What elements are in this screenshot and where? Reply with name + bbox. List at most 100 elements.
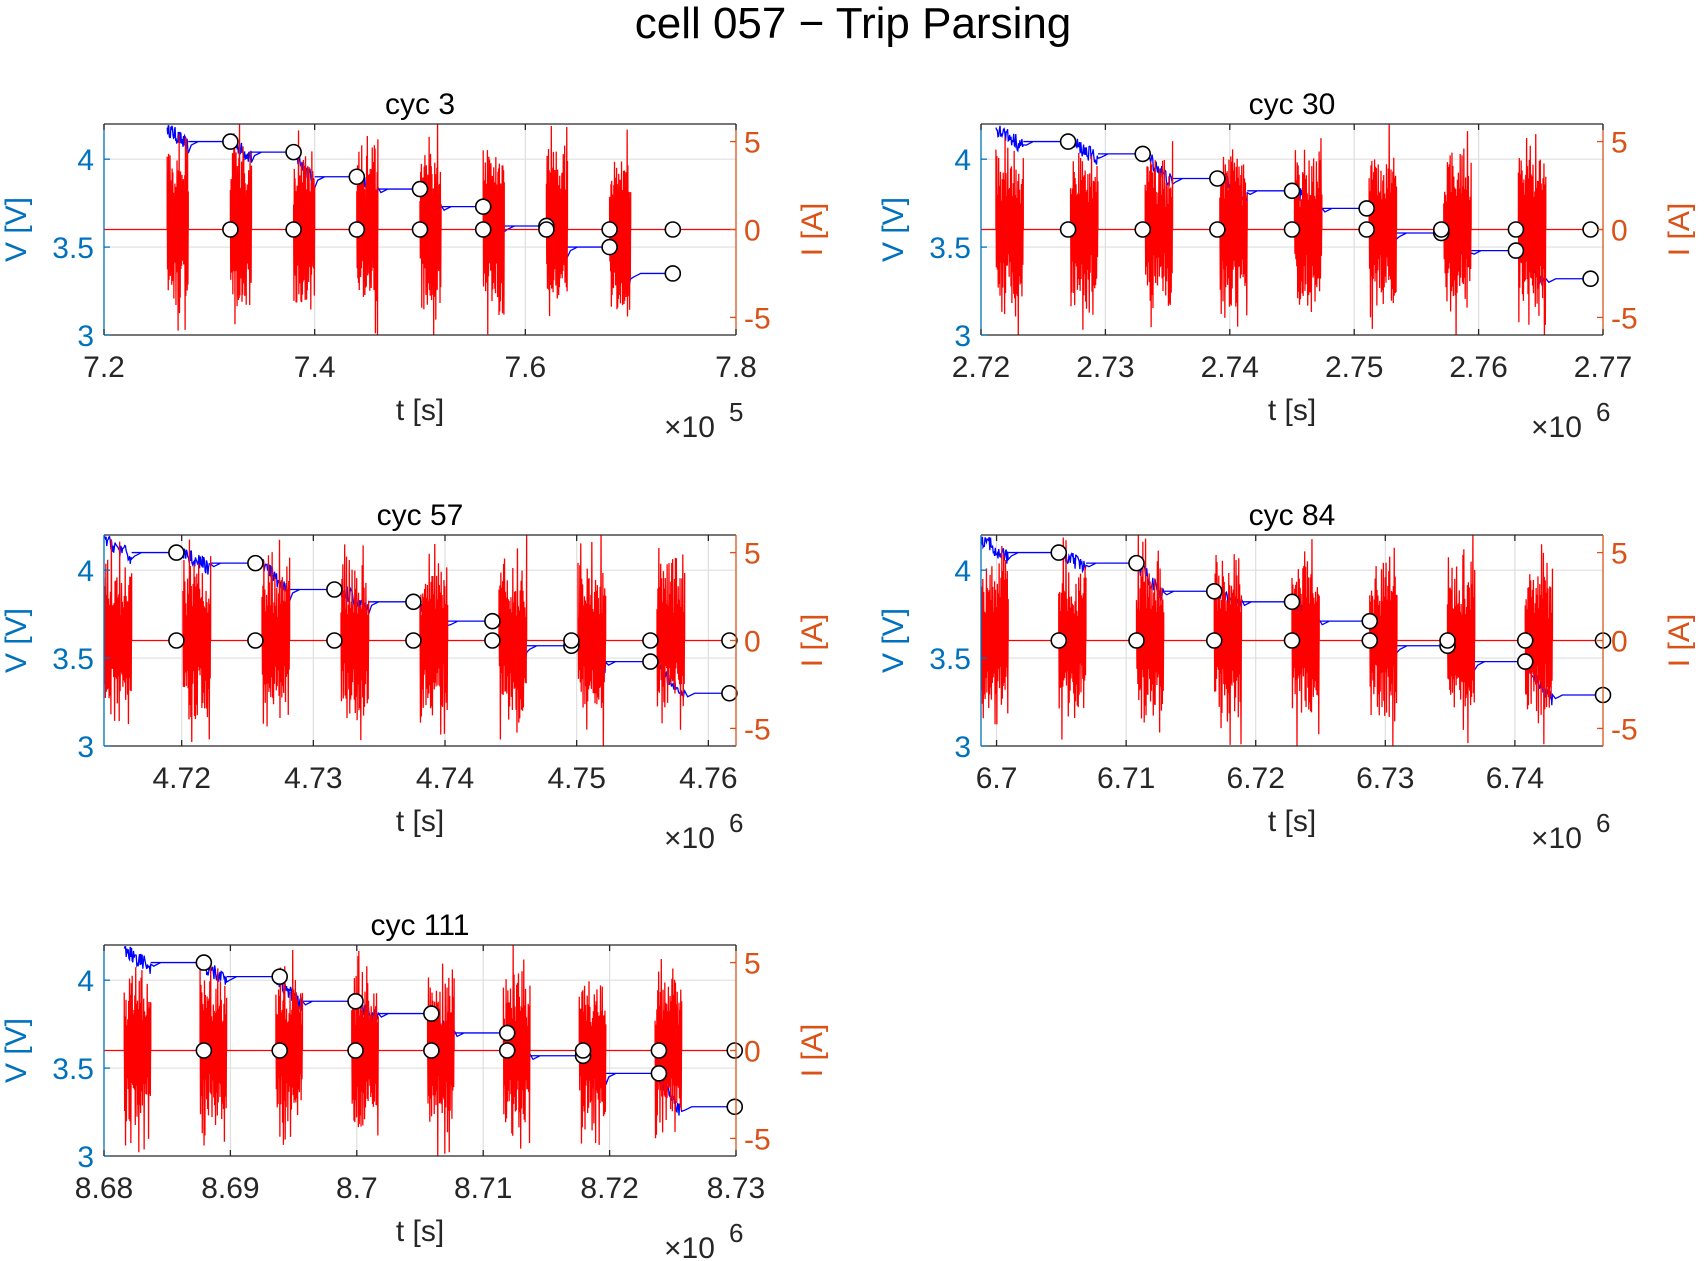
- voltage-marker: [642, 653, 659, 670]
- y-right-tick-label: -5: [744, 713, 771, 746]
- subplot-1: 7.2 7.4 7.6 7.8 3 3.5 4 -5 0 5 cyc 3 t [s] ×10 5 V [V]…: [0, 88, 829, 444]
- voltage-marker: [1059, 133, 1077, 150]
- voltage-marker: [222, 133, 239, 150]
- x-axis-label: t [s]: [1268, 805, 1316, 838]
- current-marker: [664, 221, 682, 238]
- current-marker: [168, 632, 185, 649]
- current-marker: [285, 221, 302, 238]
- voltage-marker: [1050, 544, 1068, 561]
- x-tick-label: 2.76: [1449, 351, 1507, 384]
- y-left-label: V [V]: [0, 197, 33, 262]
- x-tick-label: 2.73: [1076, 351, 1134, 384]
- y-left-tick-label: 3.5: [52, 232, 94, 265]
- current-marker: [1582, 221, 1599, 238]
- voltage-marker: [168, 544, 185, 561]
- current-marker: [1128, 632, 1145, 649]
- current-marker: [563, 632, 580, 649]
- current-marker: [1050, 632, 1068, 649]
- current-marker: [347, 1042, 364, 1059]
- x-tick-label: 4.72: [152, 762, 210, 795]
- voltage-marker: [601, 238, 618, 256]
- x-tick-label: 2.72: [952, 351, 1010, 384]
- current-marker: [1134, 221, 1152, 238]
- y-right-tick-label: 5: [744, 127, 761, 160]
- current-marker: [484, 632, 501, 649]
- voltage-marker: [405, 593, 422, 611]
- voltage-marker: [247, 554, 264, 572]
- current-marker: [474, 221, 492, 238]
- markers: [195, 954, 744, 1116]
- x-exponent-power: 6: [1596, 808, 1610, 838]
- y-right-tick-label: -5: [1611, 302, 1638, 335]
- voltage-marker: [271, 968, 288, 985]
- voltage-marker: [195, 954, 213, 971]
- y-right-tick-label: 0: [1611, 626, 1628, 659]
- plot-area: [104, 124, 736, 335]
- y-right-label: I [A]: [796, 1024, 829, 1077]
- current-trace: [981, 124, 1603, 335]
- current-marker: [1283, 221, 1301, 238]
- x-tick-label: 6.73: [1356, 762, 1414, 795]
- y-left-tick-label: 3: [77, 731, 94, 764]
- current-marker: [1209, 221, 1226, 238]
- voltage-marker: [423, 1005, 440, 1022]
- x-tick-label: 8.72: [580, 1172, 638, 1205]
- y-left-tick-label: 4: [954, 144, 971, 177]
- x-tick-label: 6.71: [1097, 762, 1155, 795]
- voltage-marker: [1128, 554, 1145, 572]
- y-left-tick-label: 3.5: [52, 1053, 94, 1086]
- x-axis-label: t [s]: [1268, 394, 1316, 427]
- current-marker: [423, 1042, 440, 1059]
- y-left-label: V [V]: [0, 608, 33, 673]
- markers: [1050, 544, 1612, 704]
- x-tick-label: 8.73: [707, 1172, 765, 1205]
- y-left-tick-label: 3.5: [929, 643, 971, 676]
- x-tick-label: 8.69: [201, 1172, 259, 1205]
- voltage-marker: [1205, 582, 1223, 600]
- x-tick-label: 2.75: [1325, 351, 1383, 384]
- current-marker: [1205, 632, 1223, 649]
- current-marker: [1358, 221, 1375, 238]
- current-marker: [348, 221, 366, 238]
- voltage-marker: [498, 1024, 516, 1042]
- x-axis-label: t [s]: [396, 394, 444, 427]
- current-trace: [104, 124, 736, 335]
- y-right-tick-label: 0: [744, 215, 761, 248]
- voltage-marker: [664, 265, 682, 282]
- x-exponent-power: 6: [729, 1218, 743, 1248]
- voltage-marker: [1283, 182, 1301, 200]
- current-marker: [721, 632, 738, 649]
- current-marker: [1059, 221, 1077, 238]
- y-right-label: I [A]: [1663, 203, 1696, 256]
- y-right-tick-label: 0: [1611, 215, 1628, 248]
- y-right-label: I [A]: [796, 614, 829, 667]
- current-marker: [498, 1042, 516, 1059]
- x-tick-label: 7.8: [715, 351, 757, 384]
- x-exponent: ×10: [664, 822, 715, 855]
- markers: [168, 544, 738, 702]
- current-marker: [1439, 632, 1456, 649]
- y-left-label: V [V]: [877, 197, 910, 262]
- current-marker: [411, 221, 429, 238]
- y-left-tick-label: 3: [77, 320, 94, 353]
- current-marker: [222, 221, 239, 238]
- voltage-marker: [484, 612, 501, 630]
- voltage-marker: [474, 198, 492, 215]
- current-trace: [104, 945, 736, 1156]
- voltage-marker: [348, 168, 366, 186]
- voltage-marker: [1358, 200, 1375, 217]
- current-marker: [1361, 632, 1379, 649]
- y-right-label: I [A]: [1663, 614, 1696, 667]
- y-right-tick-label: 5: [1611, 538, 1628, 571]
- y-left-tick-label: 3: [77, 1141, 94, 1174]
- x-exponent-power: 6: [729, 808, 743, 838]
- y-right-tick-label: 5: [1611, 127, 1628, 160]
- x-tick-label: 8.7: [336, 1172, 378, 1205]
- x-exponent: ×10: [1531, 411, 1582, 444]
- current-marker: [405, 632, 422, 649]
- current-marker: [642, 632, 659, 649]
- plot-area: [981, 124, 1603, 335]
- y-left-tick-label: 4: [954, 555, 971, 588]
- y-left-label: V [V]: [877, 608, 910, 673]
